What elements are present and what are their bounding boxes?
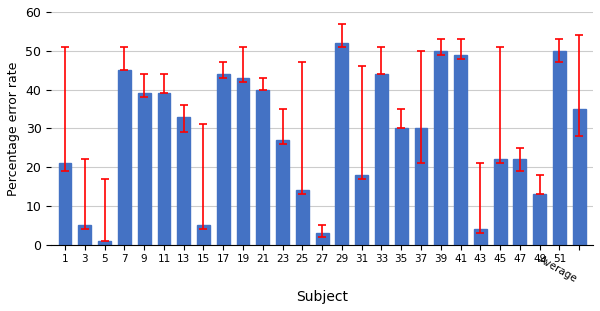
- Y-axis label: Percentage error rate: Percentage error rate: [7, 61, 20, 196]
- Bar: [79, 225, 91, 245]
- Bar: [355, 175, 368, 245]
- Bar: [533, 194, 546, 245]
- Bar: [98, 241, 111, 245]
- Bar: [59, 163, 71, 245]
- Bar: [217, 74, 230, 245]
- Bar: [375, 74, 388, 245]
- Bar: [236, 78, 250, 245]
- Bar: [138, 93, 151, 245]
- Bar: [415, 128, 427, 245]
- Bar: [335, 43, 349, 245]
- Bar: [118, 70, 131, 245]
- Bar: [494, 159, 506, 245]
- Bar: [553, 51, 566, 245]
- Bar: [474, 229, 487, 245]
- Bar: [573, 109, 586, 245]
- Bar: [395, 128, 407, 245]
- Bar: [256, 90, 269, 245]
- X-axis label: Subject: Subject: [296, 290, 348, 304]
- Bar: [454, 55, 467, 245]
- Bar: [514, 159, 526, 245]
- Bar: [296, 190, 309, 245]
- Bar: [158, 93, 170, 245]
- Bar: [177, 117, 190, 245]
- Bar: [276, 140, 289, 245]
- Bar: [316, 233, 329, 245]
- Bar: [434, 51, 447, 245]
- Bar: [197, 225, 210, 245]
